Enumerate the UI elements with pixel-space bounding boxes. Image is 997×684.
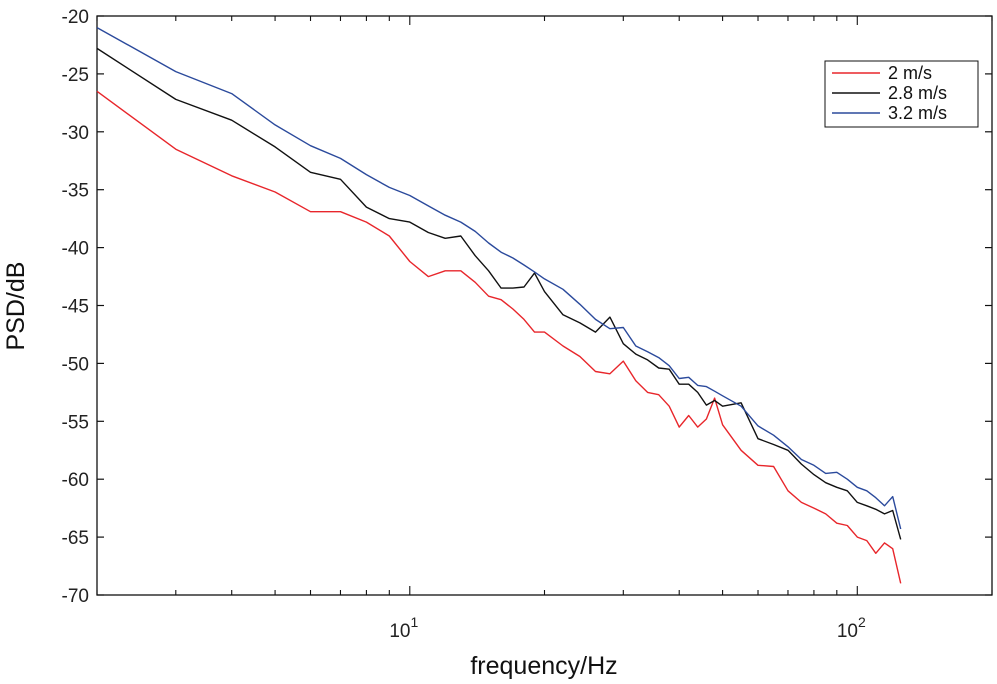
- series-line-2-8-m-s: [96, 47, 902, 540]
- y-tick-label: -30: [62, 123, 89, 144]
- x-axis-ticks: 101 102: [96, 16, 993, 642]
- x-tick-base: 10: [837, 621, 858, 642]
- x-tick-label: 101: [389, 614, 418, 642]
- y-tick-label: -20: [62, 7, 89, 28]
- legend-label: 2 m/s: [888, 63, 932, 83]
- series-line-3-2-m-s: [96, 26, 902, 530]
- legend: 2 m/s2.8 m/s3.2 m/s: [824, 60, 979, 128]
- y-tick-label: -65: [62, 528, 89, 549]
- x-tick-exponent: 1: [410, 614, 418, 630]
- y-tick-label: -50: [62, 354, 89, 375]
- y-tick-label: -40: [62, 239, 89, 260]
- y-axis-title: PSD/dB: [2, 262, 30, 351]
- x-tick-base: 10: [389, 621, 410, 642]
- y-tick-label: -60: [62, 470, 89, 491]
- legend-label: 3.2 m/s: [888, 103, 947, 123]
- y-tick-label: -70: [62, 586, 89, 607]
- x-tick-exponent: 2: [858, 614, 866, 630]
- y-tick-label: -35: [62, 181, 89, 202]
- legend-label: 2.8 m/s: [888, 83, 947, 103]
- x-axis-title: frequency/Hz: [470, 652, 617, 680]
- y-tick-label: -45: [62, 297, 89, 318]
- series-layer: [96, 26, 902, 584]
- legend-box: [824, 60, 979, 128]
- y-tick-label: -25: [62, 65, 89, 86]
- y-tick-label: -55: [62, 412, 89, 433]
- x-tick-label: 102: [837, 614, 866, 642]
- y-axis-ticks: -20 -25 -30 -35 -40 -45 -50 -55 -60 -65 -70: [62, 7, 992, 607]
- series-line-2-m-s: [96, 90, 902, 584]
